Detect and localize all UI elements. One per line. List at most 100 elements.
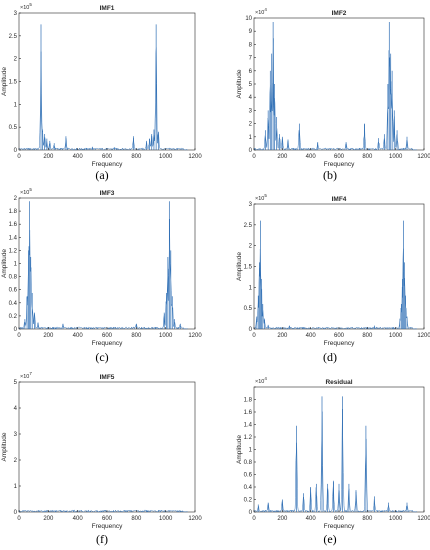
axis-exponent-power: 5 — [264, 193, 267, 198]
x-axis-label: Frequency — [324, 523, 355, 530]
y-tick-label: 9 — [249, 29, 253, 35]
y-tick-label: 1.4 — [9, 235, 18, 241]
y-tick-label: 0 — [14, 510, 18, 516]
chart-panel-5: 0 200 400 600 800 1000 1200 0 1 2 3 4 5×107 IMF5 Frequ… — [1, 371, 202, 530]
y-tick-label: 2 — [14, 458, 18, 464]
panel-caption: (b) — [323, 168, 337, 182]
x-tick-label: 0 — [252, 154, 256, 160]
y-tick-label: 0 — [249, 327, 253, 333]
x-tick-label: 1200 — [188, 516, 202, 522]
y-tick-label: 1.5 — [9, 80, 18, 86]
y-tick-label: 1.8 — [9, 209, 18, 215]
x-tick-label: 400 — [73, 333, 84, 339]
chart-title: IMF3 — [100, 190, 115, 197]
axis-exponent-power: 5 — [29, 2, 32, 7]
x-tick-label: 600 — [102, 154, 113, 160]
panel-caption: (f) — [96, 532, 108, 546]
axis-exponent: ×105 — [20, 2, 32, 11]
y-tick-label: 1.2 — [244, 435, 253, 441]
x-tick-label: 600 — [102, 333, 113, 339]
x-tick-label: 400 — [73, 154, 84, 160]
x-tick-label: 200 — [277, 333, 288, 339]
y-tick-label: 1.8 — [244, 398, 253, 404]
plot-area — [18, 197, 196, 330]
axis-exponent: ×105 — [20, 187, 32, 196]
y-tick-label: 0.8 — [244, 460, 253, 466]
x-tick-label: 400 — [306, 154, 317, 160]
x-tick-label: 400 — [306, 333, 317, 339]
y-tick-label: 1 — [14, 262, 18, 268]
y-tick-label: 0.6 — [244, 473, 253, 479]
x-tick-label: 600 — [334, 154, 345, 160]
x-tick-label: 200 — [277, 516, 288, 522]
axis-exponent: ×104 — [255, 7, 267, 16]
y-axis-label: Amplitude — [236, 252, 243, 281]
y-tick-label: 1 — [249, 448, 253, 454]
axis-exponent-power: 4 — [264, 376, 267, 381]
y-tick-label: 8 — [249, 42, 253, 48]
spectrum-line — [253, 408, 418, 513]
y-tick-label: 3 — [14, 432, 18, 438]
x-tick-label: 600 — [334, 333, 345, 339]
y-tick-label: 0 — [249, 148, 253, 154]
y-tick-label: 2 — [249, 122, 253, 128]
x-tick-label: 800 — [131, 333, 142, 339]
x-axis-label: Frequency — [92, 161, 123, 168]
y-tick-label: 0 — [249, 510, 253, 516]
panel-caption: (a) — [95, 168, 109, 182]
x-tick-label: 800 — [362, 516, 373, 522]
plot-area — [253, 203, 425, 330]
axis-exponent-power: 4 — [264, 7, 267, 12]
y-tick-label: 1.6 — [244, 410, 253, 416]
x-tick-label: 1000 — [389, 333, 403, 339]
y-tick-label: 0.6 — [9, 288, 18, 294]
spectrum-line — [18, 218, 188, 330]
x-tick-label: 1000 — [389, 516, 403, 522]
y-tick-label: 1.5 — [244, 265, 253, 271]
spectrum-line — [18, 509, 188, 513]
y-tick-label: 6 — [249, 69, 253, 75]
x-tick-label: 1000 — [389, 154, 403, 160]
x-tick-label: 1000 — [159, 516, 173, 522]
y-axis-label: Amplitude — [1, 249, 8, 278]
y-tick-label: 10 — [245, 16, 252, 22]
x-tick-label: 400 — [306, 516, 317, 522]
axis-exponent: ×104 — [255, 376, 267, 385]
x-tick-label: 200 — [43, 333, 54, 339]
y-tick-label: 0.2 — [244, 498, 253, 504]
chart-title: IMF1 — [100, 5, 115, 12]
y-tick-label: 1 — [249, 285, 253, 291]
chart-panel-4: 0 200 400 600 800 1000 1200 0 0.5 1 1.5 2 2.5 3×105 IM… — [236, 193, 430, 347]
y-tick-label: 2 — [249, 244, 253, 250]
chart-panel-6: 0 200 400 600 800 1000 1200 0 0.2 0.4 0.6 0.8 1 1.2 1.… — [236, 376, 430, 530]
y-tick-label: 7 — [249, 56, 253, 62]
x-tick-label: 0 — [17, 333, 21, 339]
panel-caption: (c) — [95, 350, 109, 364]
y-axis-label: Amplitude — [1, 67, 8, 96]
y-tick-label: 4 — [14, 406, 18, 412]
axis-exponent-power: 7 — [29, 371, 32, 376]
y-tick-label: 1.2 — [9, 248, 18, 254]
y-tick-label: 0.2 — [9, 314, 18, 320]
axis-exponent: ×105 — [255, 193, 267, 202]
y-tick-label: 3 — [249, 202, 253, 208]
x-tick-label: 200 — [43, 154, 54, 160]
spectrum-line — [253, 248, 417, 330]
y-tick-label: 4 — [249, 95, 253, 101]
y-tick-label: 5 — [249, 82, 253, 88]
x-axis-label: Frequency — [324, 161, 355, 168]
y-tick-label: 2 — [14, 196, 18, 202]
y-tick-label: 0 — [14, 327, 18, 333]
x-tick-label: 1200 — [417, 333, 430, 339]
axis-exponent: ×107 — [20, 371, 32, 380]
y-tick-label: 2.5 — [9, 34, 18, 40]
y-tick-label: 5 — [14, 380, 18, 386]
chart-title: IMF2 — [332, 10, 347, 17]
x-tick-label: 800 — [131, 154, 142, 160]
x-tick-label: 0 — [252, 516, 256, 522]
x-tick-label: 1200 — [417, 516, 430, 522]
x-tick-label: 400 — [73, 516, 84, 522]
x-tick-label: 1000 — [159, 154, 173, 160]
x-tick-label: 200 — [43, 516, 54, 522]
y-tick-label: 1.4 — [244, 423, 253, 429]
